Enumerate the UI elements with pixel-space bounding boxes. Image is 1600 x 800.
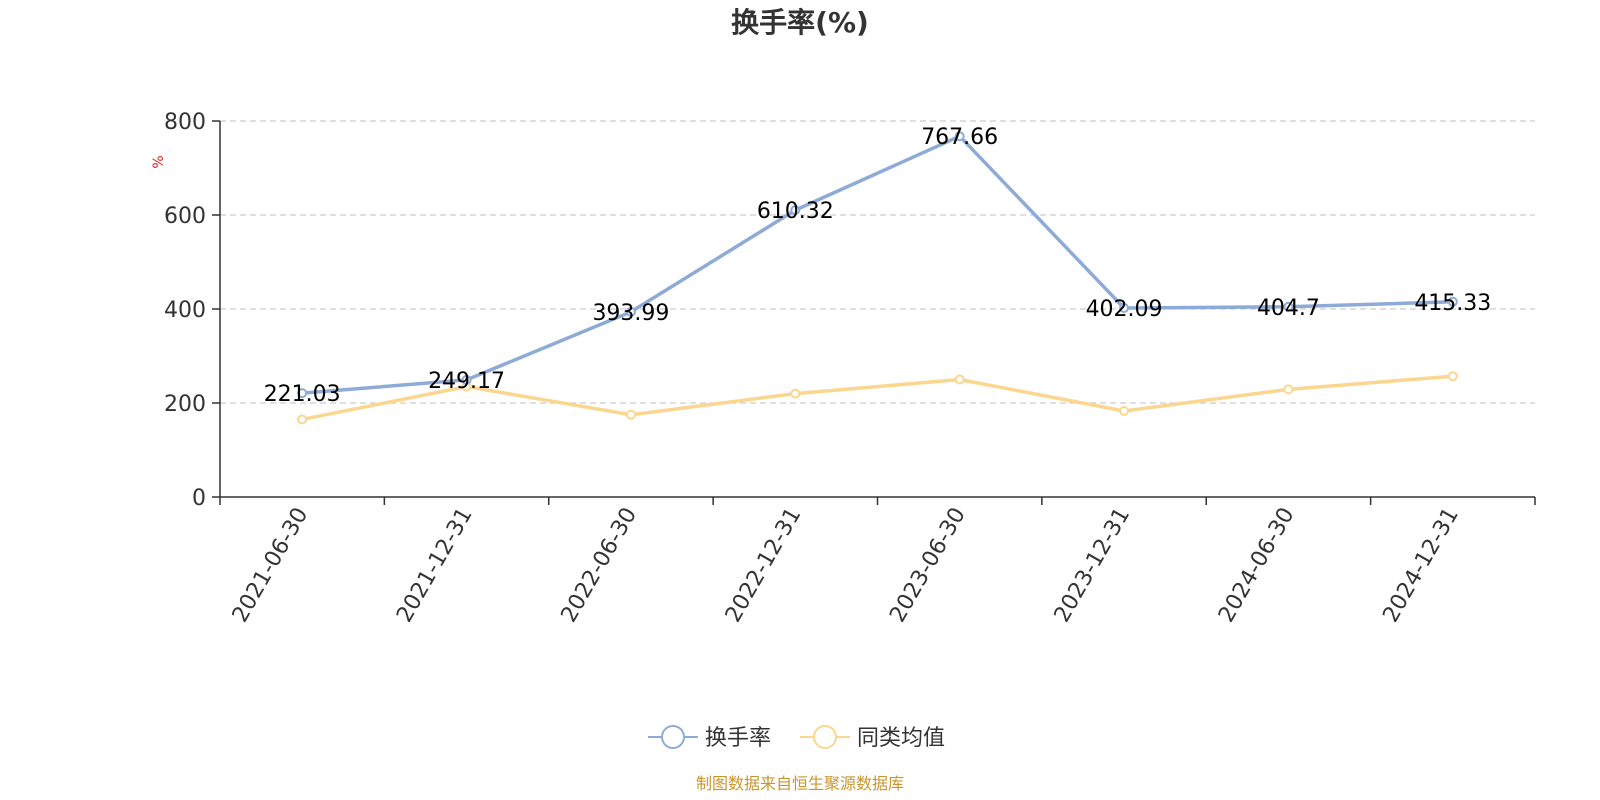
- x-tick-label: 2022-06-30: [557, 504, 643, 627]
- data-point: [625, 409, 636, 420]
- data-point: [1447, 371, 1458, 382]
- data-labels: 221.03 249.17 393.99 610.32 767.66 402.09 404.…: [264, 125, 1492, 407]
- data-point: [954, 374, 965, 385]
- data-point: [625, 306, 636, 317]
- legend-label-1: 同类均值: [857, 726, 945, 751]
- legend-marker-1: [813, 725, 837, 749]
- series-lines: [297, 131, 1458, 425]
- data-label: 404.7: [1257, 296, 1320, 321]
- y-tick-label: 0: [192, 486, 206, 511]
- data-label: 393.99: [592, 301, 669, 326]
- x-tick-label: 2024-12-31: [1378, 504, 1464, 627]
- data-point: [297, 414, 308, 425]
- data-label: 610.32: [757, 199, 834, 224]
- legend-label-0: 换手率: [705, 726, 771, 751]
- data-point: [1119, 405, 1130, 416]
- data-point: [297, 388, 308, 399]
- data-label: 415.33: [1414, 291, 1491, 316]
- data-point: [461, 374, 472, 385]
- data-label: 249.17: [428, 369, 505, 394]
- x-tick-label: 2021-12-31: [392, 504, 478, 627]
- data-label: 767.66: [921, 125, 998, 150]
- legend-marker-0: [661, 725, 685, 749]
- data-label: 221.03: [264, 382, 341, 407]
- data-label: 402.09: [1086, 297, 1163, 322]
- data-source-note: 制图数据来自恒生聚源数据库: [696, 774, 904, 793]
- series-line-1: [301, 374, 1453, 422]
- series-line-0: [302, 134, 1453, 395]
- data-point: [1447, 296, 1458, 307]
- data-point: [790, 205, 801, 216]
- x-tick-label: 2022-12-31: [721, 504, 807, 627]
- x-tick-label: 2021-06-30: [228, 504, 314, 627]
- x-tick-label: 2024-06-30: [1214, 504, 1300, 627]
- y-tick-label: 600: [164, 204, 206, 229]
- data-point: [954, 131, 965, 142]
- data-point: [1119, 303, 1130, 314]
- grid-lines: [220, 120, 1535, 404]
- y-axis-unit: %: [151, 155, 167, 168]
- y-tick-label: 400: [164, 298, 206, 323]
- x-tick-label: 2023-06-30: [885, 504, 971, 627]
- x-tick-label: 2023-12-31: [1050, 504, 1136, 627]
- data-point: [1283, 301, 1294, 312]
- y-tick-label: 200: [164, 392, 206, 417]
- data-point: [790, 388, 801, 399]
- data-point: [1283, 384, 1294, 395]
- y-tick-label: 800: [164, 110, 206, 135]
- chart-title: 换手率(%): [731, 6, 869, 39]
- legend[interactable]: 换手率 同类均值: [648, 725, 945, 751]
